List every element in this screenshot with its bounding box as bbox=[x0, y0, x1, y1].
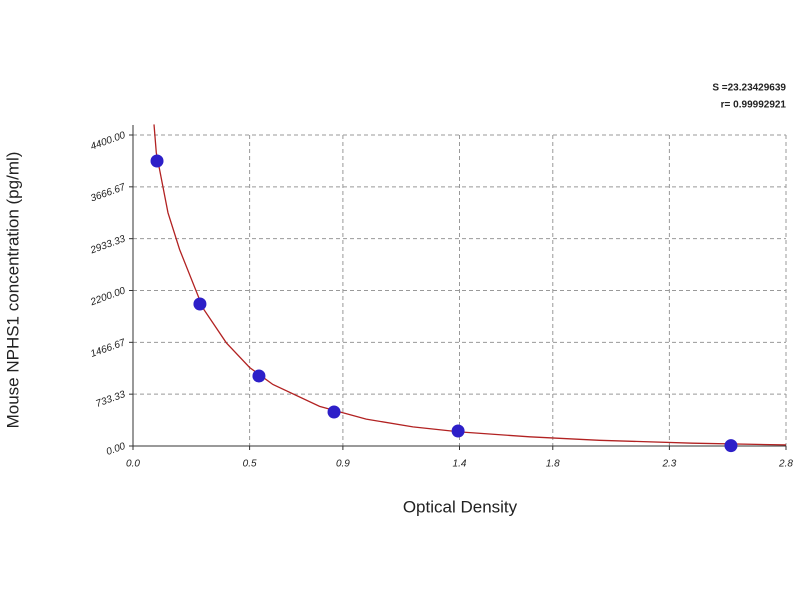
x-tick-label: 1.8 bbox=[546, 459, 560, 470]
y-tick-label: 2200.00 bbox=[88, 285, 127, 308]
x-tick-label: 0.5 bbox=[243, 459, 257, 470]
y-tick-label: 733.33 bbox=[94, 389, 127, 410]
y-tick-label: 1466.67 bbox=[89, 337, 127, 360]
x-axis-title: Optical Density bbox=[403, 497, 518, 516]
data-point bbox=[150, 154, 164, 168]
data-point bbox=[451, 424, 465, 438]
x-tick-label: 2.8 bbox=[778, 459, 793, 470]
y-tick-label: 3666.67 bbox=[89, 182, 127, 205]
y-tick-label: 4400.00 bbox=[89, 130, 127, 153]
fit-curve bbox=[153, 124, 787, 446]
annotation: S =23.23429639 bbox=[712, 83, 786, 94]
data-point bbox=[724, 439, 738, 453]
y-tick-label: 0.00 bbox=[105, 441, 127, 458]
x-tick-label: 0.0 bbox=[126, 459, 140, 470]
x-tick-label: 1.4 bbox=[453, 459, 467, 470]
x-tick-label: 0.9 bbox=[336, 459, 350, 470]
data-point bbox=[327, 405, 341, 419]
data-point bbox=[193, 297, 207, 311]
y-axis-title: Mouse NPHS1 concentration (pg/ml) bbox=[3, 152, 22, 429]
annotation: r= 0.99992921 bbox=[721, 100, 787, 111]
x-tick-label: 2.3 bbox=[661, 459, 676, 470]
data-point bbox=[252, 369, 266, 383]
y-tick-label: 2933.33 bbox=[88, 233, 127, 256]
